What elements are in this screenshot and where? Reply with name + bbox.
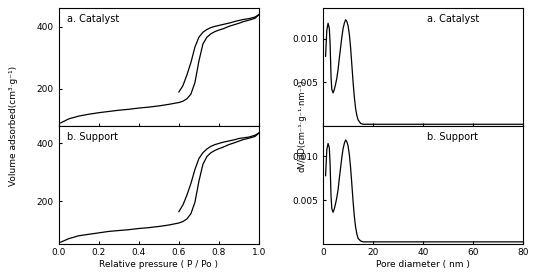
Text: a. Catalyst: a. Catalyst — [427, 14, 480, 24]
Text: b. Support: b. Support — [67, 132, 118, 142]
Text: b. Support: b. Support — [427, 132, 478, 142]
Text: Volume adsorbed(cm³·g⁻¹): Volume adsorbed(cm³·g⁻¹) — [9, 66, 18, 186]
X-axis label: Relative pressure ( P / Po ): Relative pressure ( P / Po ) — [99, 260, 218, 269]
X-axis label: Pore diameter ( nm ): Pore diameter ( nm ) — [376, 260, 470, 269]
Text: a. Catalyst: a. Catalyst — [67, 14, 119, 24]
Text: dV/dD(cm⁻¹·g⁻¹·nm⁻¹): dV/dD(cm⁻¹·g⁻¹·nm⁻¹) — [297, 80, 306, 172]
